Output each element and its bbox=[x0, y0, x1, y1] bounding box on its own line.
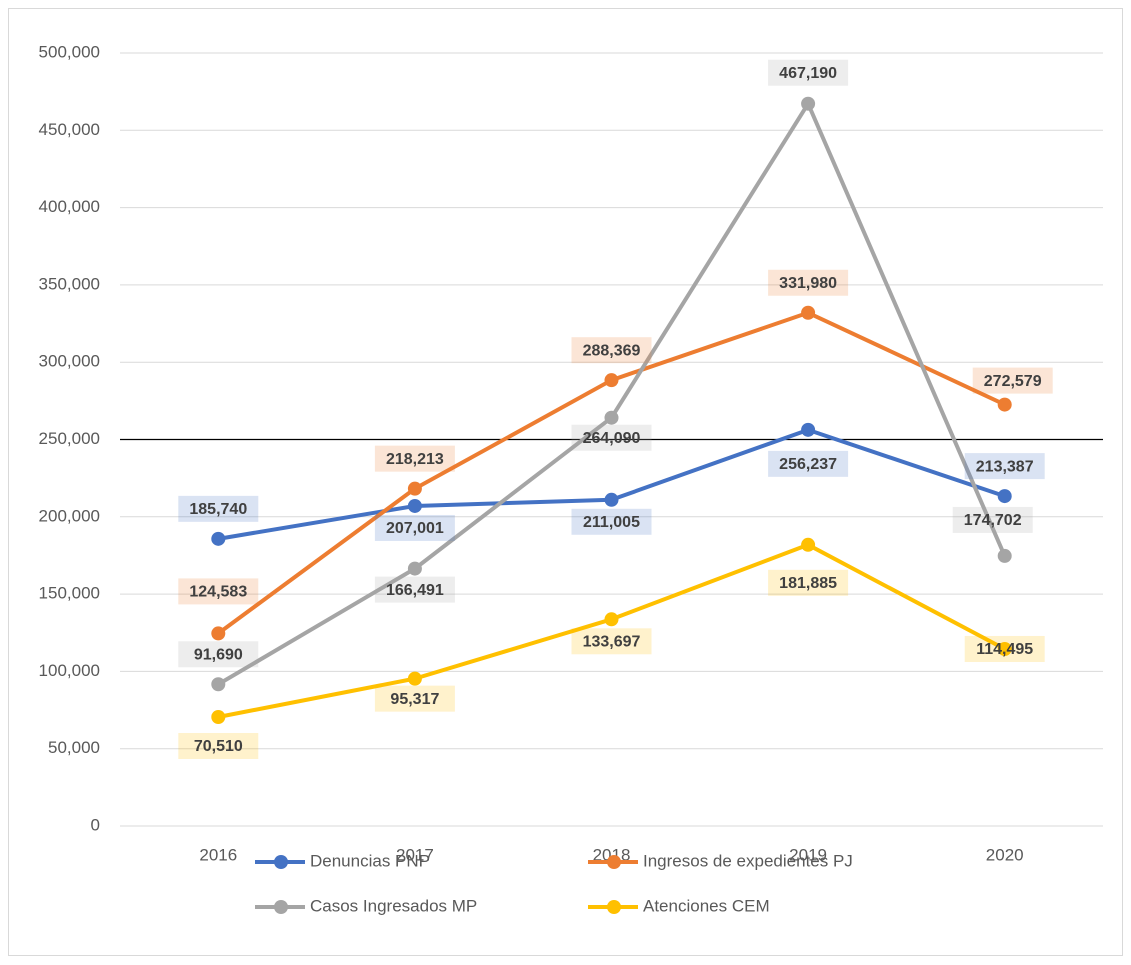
data-label: 114,495 bbox=[976, 641, 1033, 658]
data-label: 256,237 bbox=[779, 456, 837, 473]
data-label: 213,387 bbox=[976, 458, 1034, 475]
data-label-bg bbox=[178, 578, 259, 605]
data-label: 70,510 bbox=[194, 738, 243, 755]
data-label-bg bbox=[972, 367, 1053, 394]
data-point bbox=[407, 498, 422, 513]
data-point bbox=[407, 561, 422, 576]
data-label: 218,213 bbox=[386, 451, 444, 468]
data-label: 272,579 bbox=[984, 373, 1042, 390]
data-point bbox=[211, 626, 226, 641]
data-label-bg bbox=[374, 514, 455, 541]
y-tick-label: 200,000 bbox=[39, 506, 100, 525]
data-point bbox=[604, 410, 619, 425]
data-label-bg bbox=[374, 445, 455, 472]
data-label-bg bbox=[964, 635, 1045, 662]
legend-label: Ingresos de expedientes PJ bbox=[643, 851, 853, 870]
data-label-bg bbox=[768, 269, 849, 296]
data-point bbox=[801, 537, 816, 552]
data-point bbox=[604, 373, 619, 388]
data-label-bg bbox=[178, 732, 259, 759]
data-label: 264,090 bbox=[583, 430, 641, 447]
legend-marker bbox=[607, 900, 621, 914]
data-point bbox=[801, 422, 816, 437]
legend-label: Atenciones CEM bbox=[643, 896, 770, 915]
data-label: 331,980 bbox=[779, 275, 837, 292]
data-label: 467,190 bbox=[779, 65, 837, 82]
legend-marker bbox=[274, 900, 288, 914]
data-label: 133,697 bbox=[583, 634, 641, 651]
data-label-bg bbox=[964, 453, 1045, 480]
data-label-bg bbox=[571, 424, 652, 451]
x-tick-label: 2016 bbox=[199, 845, 237, 864]
data-label-bg bbox=[374, 576, 455, 603]
x-tick-label: 2020 bbox=[986, 845, 1024, 864]
data-label: 185,740 bbox=[189, 501, 247, 518]
y-tick-label: 450,000 bbox=[39, 120, 100, 139]
data-label-bg bbox=[768, 450, 849, 477]
data-point bbox=[407, 481, 422, 496]
data-label: 91,690 bbox=[194, 646, 243, 663]
data-label: 181,885 bbox=[779, 575, 837, 592]
data-label: 124,583 bbox=[189, 584, 247, 601]
x-tick-label: 2017 bbox=[396, 845, 434, 864]
data-point bbox=[604, 612, 619, 627]
legend-marker bbox=[607, 855, 621, 869]
data-point bbox=[997, 397, 1012, 412]
y-tick-label: 250,000 bbox=[39, 429, 100, 448]
y-tick-label: 0 bbox=[91, 815, 100, 834]
data-point bbox=[997, 548, 1012, 563]
y-tick-label: 300,000 bbox=[39, 352, 100, 371]
data-label: 207,001 bbox=[386, 520, 444, 537]
data-point bbox=[801, 96, 816, 111]
data-label-bg bbox=[178, 641, 259, 668]
data-label-bg bbox=[571, 628, 652, 655]
chart-border bbox=[8, 8, 1123, 956]
legend-label: Denuncias PNP bbox=[310, 851, 430, 870]
y-tick-label: 500,000 bbox=[39, 42, 100, 61]
data-label: 211,005 bbox=[583, 514, 640, 531]
data-point bbox=[997, 641, 1012, 656]
data-point bbox=[604, 492, 619, 507]
data-label-bg bbox=[374, 685, 455, 712]
data-point bbox=[211, 677, 226, 692]
data-label: 174,702 bbox=[964, 512, 1022, 529]
data-point bbox=[407, 671, 422, 686]
data-point bbox=[997, 489, 1012, 504]
data-label-bg bbox=[768, 59, 849, 86]
legend-marker bbox=[274, 855, 288, 869]
data-label-bg bbox=[571, 337, 652, 364]
y-tick-label: 400,000 bbox=[39, 197, 100, 216]
data-label-bg bbox=[571, 508, 652, 535]
legend-label: Casos Ingresados MP bbox=[310, 896, 477, 915]
data-label: 95,317 bbox=[390, 691, 439, 708]
x-tick-label: 2019 bbox=[789, 845, 827, 864]
data-label-bg bbox=[178, 495, 259, 522]
y-tick-label: 100,000 bbox=[39, 661, 100, 680]
data-point bbox=[801, 305, 816, 320]
y-tick-label: 350,000 bbox=[39, 274, 100, 293]
data-label: 166,491 bbox=[386, 582, 444, 599]
x-tick-label: 2018 bbox=[593, 845, 631, 864]
data-label-bg bbox=[768, 569, 849, 596]
y-tick-label: 150,000 bbox=[39, 584, 100, 603]
data-label-bg bbox=[952, 506, 1033, 533]
data-label: 288,369 bbox=[583, 342, 641, 359]
data-point bbox=[211, 531, 226, 546]
y-tick-label: 50,000 bbox=[48, 738, 100, 757]
data-point bbox=[211, 709, 226, 724]
